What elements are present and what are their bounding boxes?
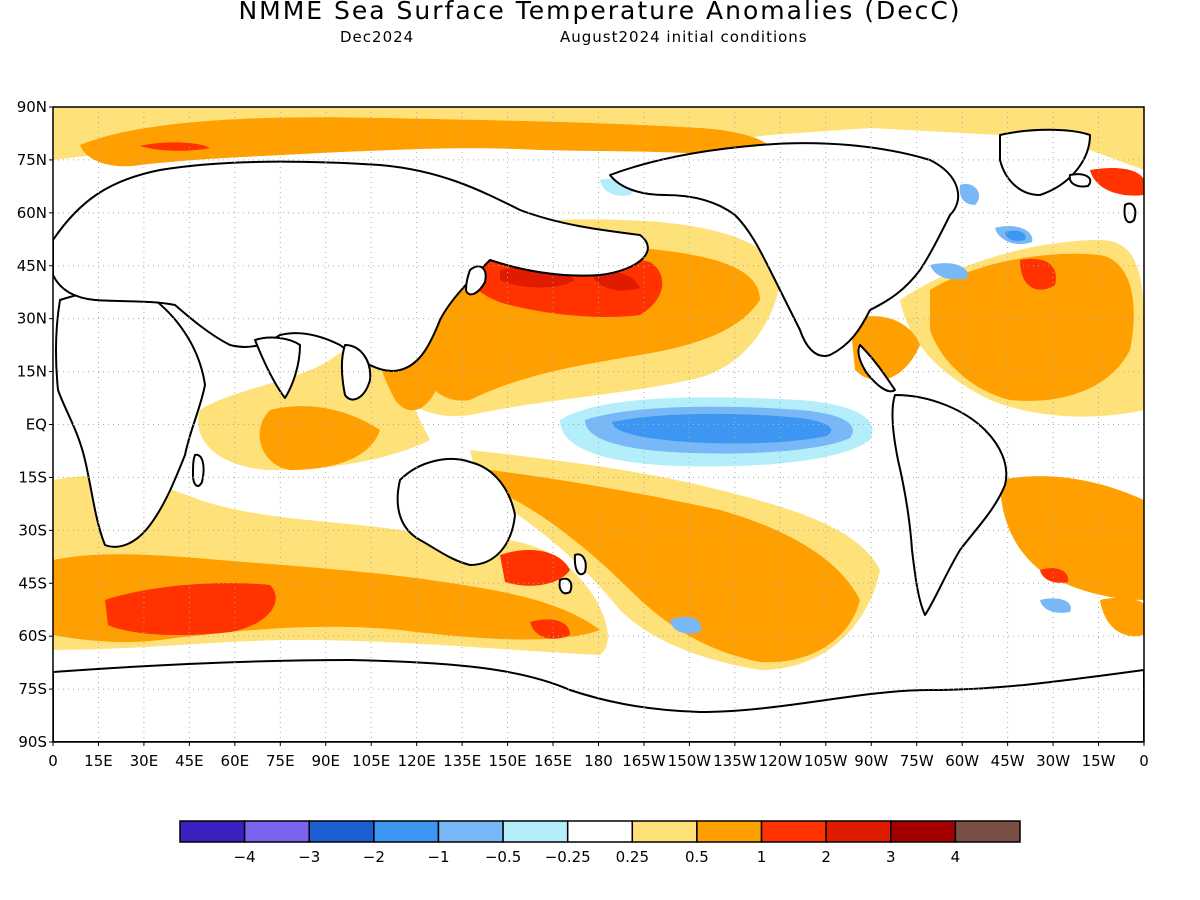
latitude-label: 90N: [17, 98, 47, 116]
legend-swatch: [631, 820, 698, 843]
longitude-label: 105W: [804, 752, 848, 770]
longitude-label: 15E: [84, 752, 113, 770]
latitude-label: 75N: [17, 151, 47, 169]
legend-swatch: [308, 820, 375, 843]
longitude-label: 30W: [1036, 752, 1070, 770]
latitude-label: 90S: [18, 733, 47, 751]
latitude-label: 45S: [18, 574, 47, 592]
longitude-label: 45E: [175, 752, 204, 770]
longitude-label: 90W: [854, 752, 888, 770]
longitude-label: 120W: [759, 752, 803, 770]
legend-swatch: [890, 820, 957, 843]
legend-label: −0.25: [545, 848, 591, 866]
latitude-label: 60S: [18, 627, 47, 645]
legend-label: −0.5: [485, 848, 521, 866]
continent-outlines: [53, 128, 1144, 742]
legend-label: 1: [757, 848, 767, 866]
legend-label: −2: [363, 848, 385, 866]
legend-swatch: [437, 820, 504, 843]
legend-swatch: [566, 820, 634, 843]
latitude-label: 15S: [18, 468, 47, 486]
longitude-label: 75W: [900, 752, 934, 770]
legend-label: −4: [234, 848, 256, 866]
legend-label: −3: [298, 848, 320, 866]
longitude-label: 150E: [489, 752, 527, 770]
latitude-label: EQ: [26, 416, 47, 434]
longitude-label: 75E: [266, 752, 295, 770]
latitude-label: 45N: [17, 257, 47, 275]
latitude-label: 30N: [17, 310, 47, 328]
map-title: NMME Sea Surface Temperature Anomalies (…: [238, 0, 962, 25]
latitude-label: 60N: [17, 204, 47, 222]
graticule: [53, 107, 1144, 742]
longitude-label: 45W: [991, 752, 1025, 770]
map-plot-area: [53, 107, 1144, 742]
longitude-label: 105E: [352, 752, 390, 770]
longitude-label: 150W: [668, 752, 712, 770]
legend-swatch: [502, 820, 569, 843]
legend-label: 2: [821, 848, 831, 866]
longitude-label: 60E: [221, 752, 250, 770]
legend-label: −1: [427, 848, 449, 866]
longitude-label: 135E: [443, 752, 481, 770]
latitude-label: 15N: [17, 363, 47, 381]
longitude-label: 135W: [713, 752, 757, 770]
longitude-axis-labels: 0 15E 30E 45E 60E 75E 90E 105E 120E 135E 150E 165E 1…: [48, 742, 1149, 770]
longitude-label: 0: [1139, 752, 1149, 770]
longitude-label: 30E: [130, 752, 159, 770]
legend-label: 0.5: [685, 848, 709, 866]
legend-label: 4: [951, 848, 961, 866]
legend-label: 3: [886, 848, 896, 866]
legend-swatch: [243, 820, 310, 843]
legend-swatch: [373, 820, 440, 843]
longitude-label: 165E: [534, 752, 572, 770]
longitude-label: 165W: [622, 752, 666, 770]
legend-swatch: [179, 820, 246, 843]
longitude-label: 60W: [945, 752, 979, 770]
color-scale-legend: −4 −3 −2 −1 −0.5 −0.25 0.25 0.5 1 2 3 4: [179, 820, 1021, 866]
latitude-label: 75S: [18, 680, 47, 698]
longitude-label: 0: [48, 752, 58, 770]
latitude-axis-labels: 90N 75N 60N 45N 30N 15N EQ 15S 30S 45S 60S 75S 90S: [17, 98, 53, 751]
legend-swatch: [954, 820, 1021, 843]
longitude-label: 90E: [311, 752, 340, 770]
longitude-label: 180: [584, 752, 613, 770]
legend-label: 0.25: [616, 848, 649, 866]
initial-conditions: August2024 initial conditions: [560, 28, 808, 46]
legend-swatch: [760, 820, 827, 843]
forecast-month: Dec2024: [340, 28, 415, 46]
longitude-label: 120E: [398, 752, 436, 770]
longitude-label: 15W: [1082, 752, 1116, 770]
legend-swatch: [825, 820, 892, 843]
legend-swatch: [696, 820, 763, 843]
latitude-label: 30S: [18, 521, 47, 539]
